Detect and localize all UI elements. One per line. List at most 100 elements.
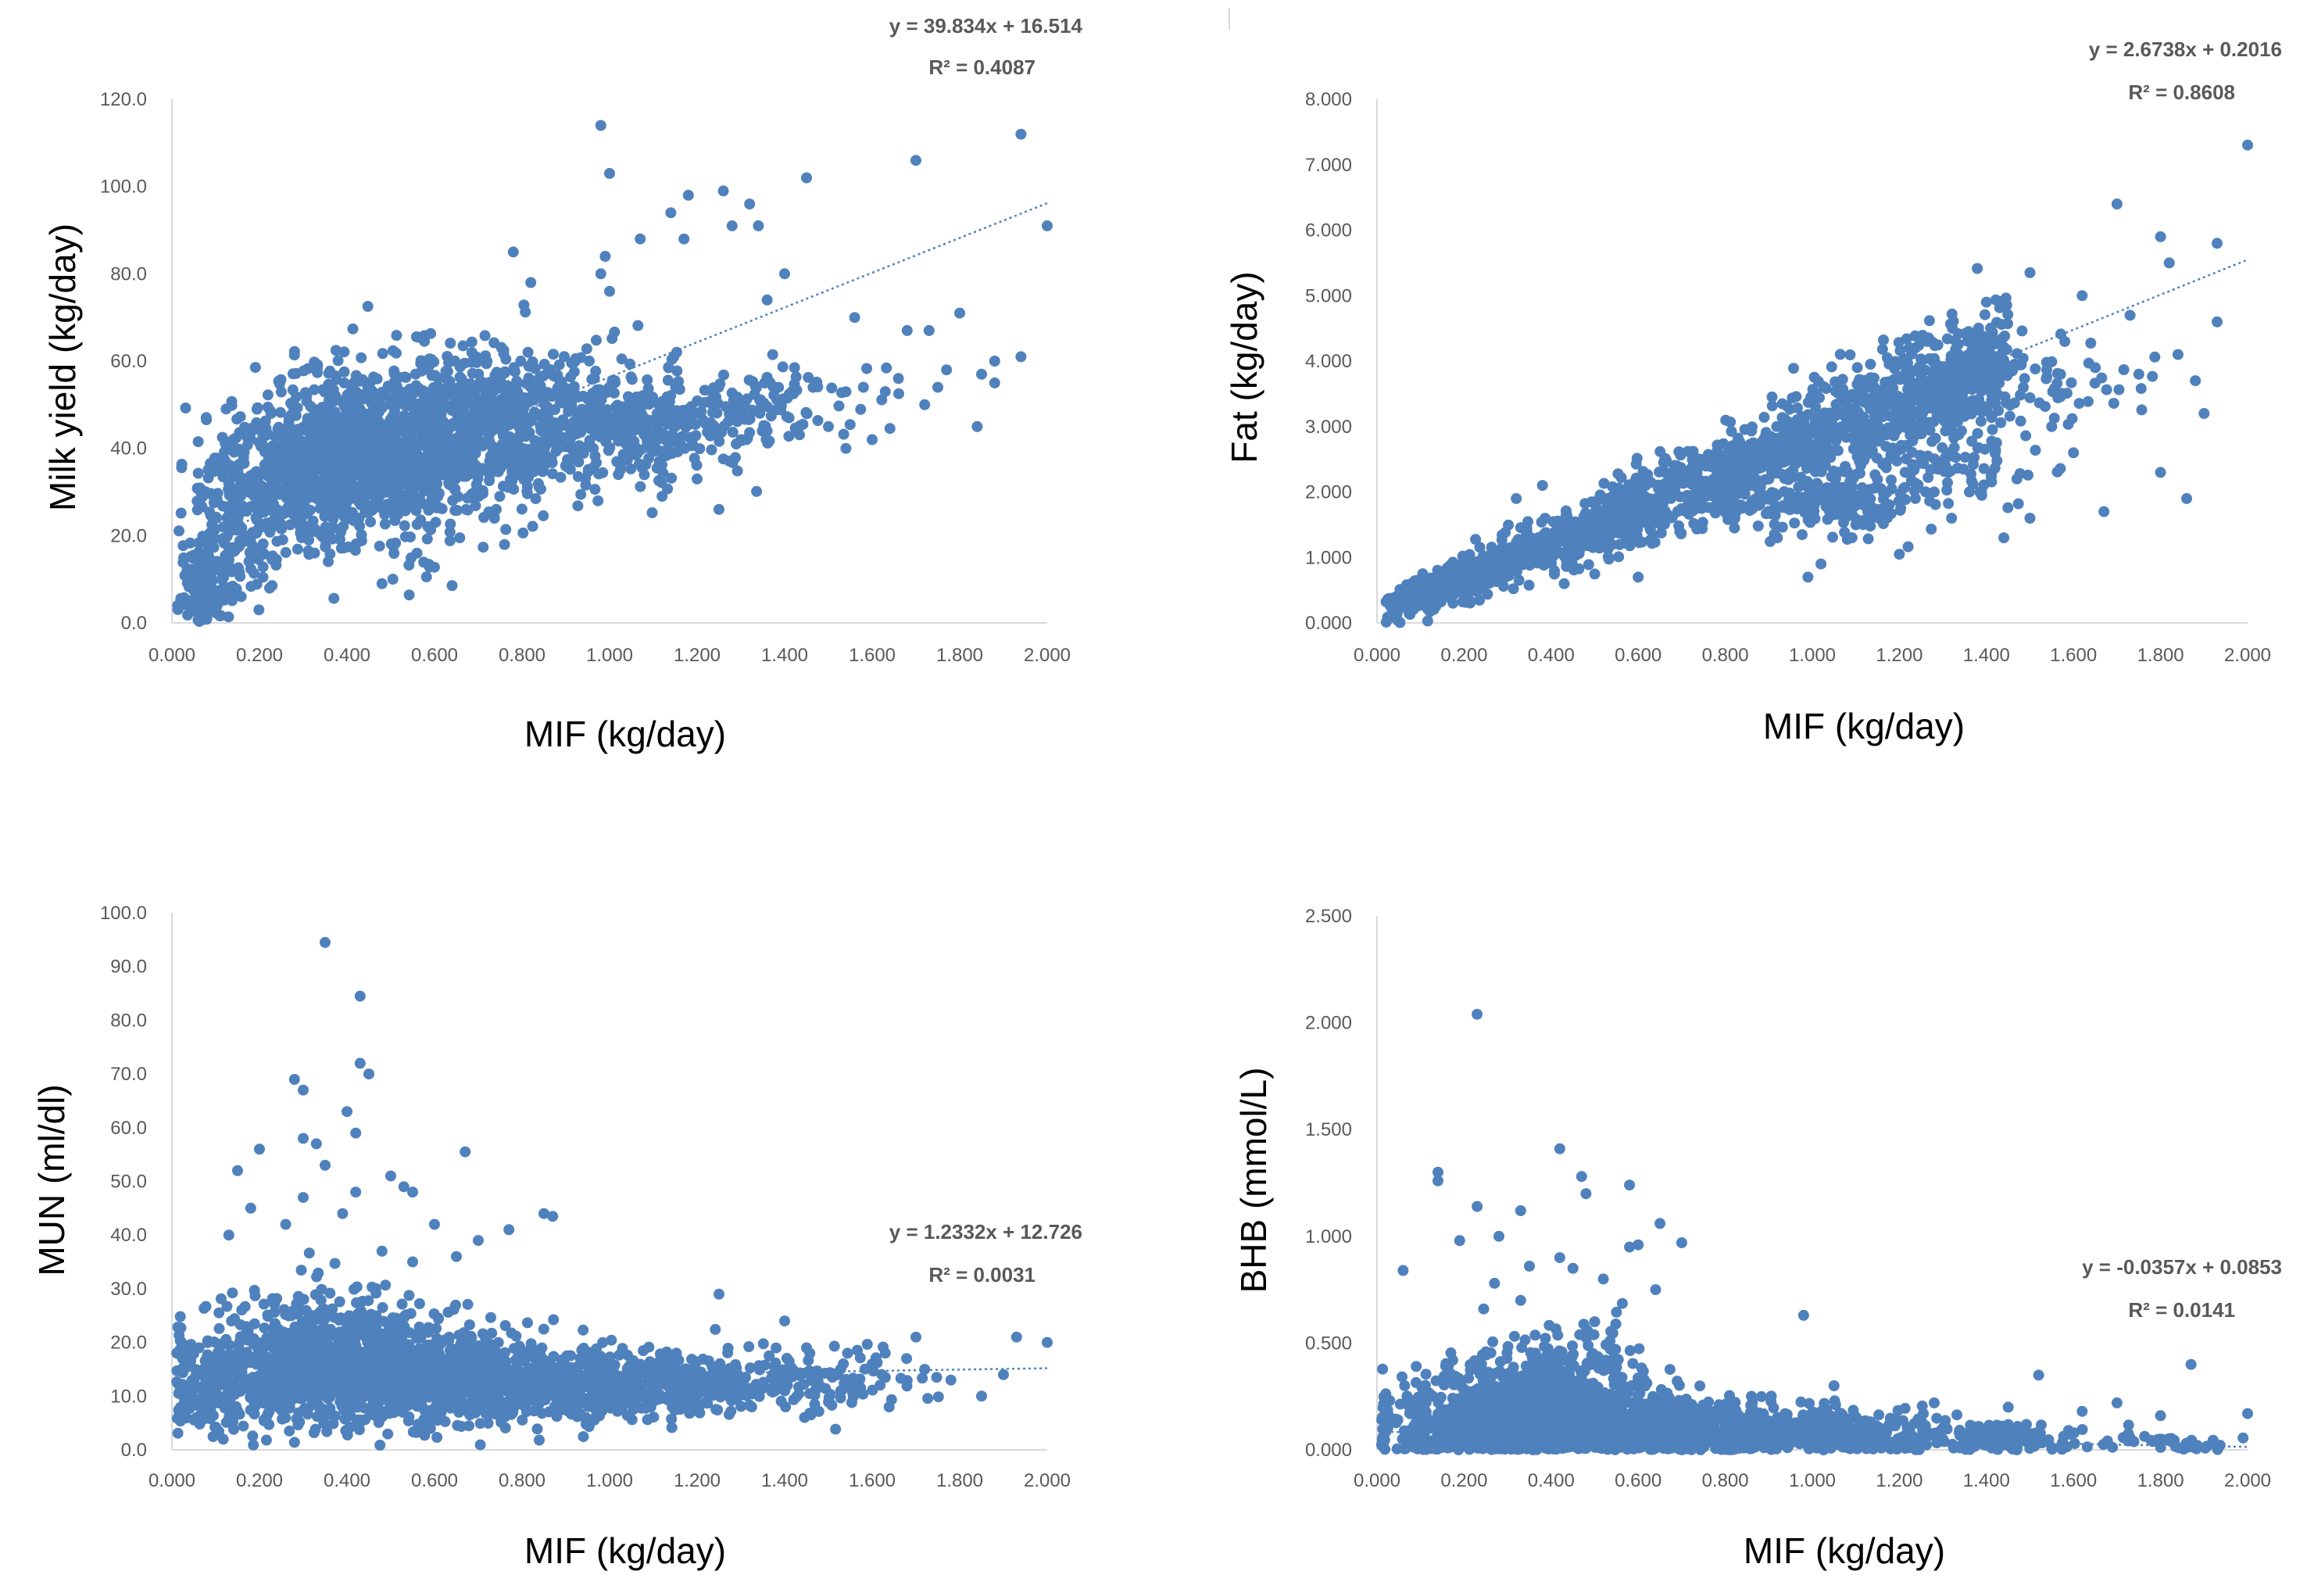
data-point: [1851, 362, 1863, 374]
data-point: [2059, 335, 2071, 347]
data-point: [319, 424, 331, 435]
data-point: [256, 521, 267, 531]
data-point: [676, 431, 688, 442]
x-tick-label: 1.800: [936, 645, 983, 666]
data-point: [2068, 447, 2080, 459]
r-squared-label: R² = 0.8608: [2128, 81, 2235, 104]
data-point: [2111, 199, 2123, 209]
data-point: [1645, 510, 1657, 522]
data-point: [1394, 593, 1406, 605]
data-point: [292, 497, 303, 509]
data-point: [433, 381, 444, 393]
data-point: [471, 356, 483, 368]
data-point: [1834, 349, 1846, 360]
x-tick-label: 1.600: [849, 645, 896, 666]
data-point: [539, 415, 551, 427]
data-point: [418, 556, 430, 568]
data-point: [371, 498, 383, 510]
data-point: [443, 356, 454, 368]
data-point: [411, 547, 423, 559]
data-point: [451, 505, 463, 516]
data-point: [1698, 501, 1710, 513]
data-point: [1644, 523, 1656, 535]
data-point: [1846, 532, 1858, 543]
data-point: [708, 420, 720, 431]
data-point: [1602, 551, 1614, 563]
data-point: [2089, 378, 2101, 389]
data-point: [1880, 429, 1892, 441]
data-point: [1676, 528, 1687, 539]
data-point: [884, 423, 896, 435]
data-point: [1391, 608, 1403, 620]
data-point: [1813, 446, 1825, 457]
data-point: [629, 409, 641, 420]
data-point: [1833, 388, 1844, 399]
data-point: [1951, 363, 1962, 375]
data-point: [508, 362, 520, 374]
data-point: [361, 378, 372, 389]
data-point: [551, 438, 563, 449]
y-tick-label: 0.0: [121, 613, 147, 634]
data-point: [1797, 529, 1808, 541]
data-point: [1819, 414, 1830, 426]
data-point: [314, 528, 326, 539]
x-tick-label: 1.000: [586, 1470, 633, 1491]
data-point: [391, 330, 402, 342]
data-point: [356, 529, 367, 541]
data-point: [520, 378, 532, 389]
data-point: [323, 405, 334, 417]
data-point: [1589, 568, 1601, 580]
data-point: [477, 542, 489, 553]
data-point: [1798, 416, 1810, 428]
data-point: [595, 268, 606, 280]
data-point: [299, 521, 310, 531]
data-point: [425, 524, 437, 535]
data-point: [387, 503, 398, 514]
data-point: [699, 385, 710, 396]
x-tick-label: 0.800: [499, 645, 545, 666]
data-point: [173, 525, 184, 537]
data-point: [753, 220, 764, 231]
y-tick-label: 50.0: [110, 1172, 147, 1193]
data-point: [1613, 551, 1625, 563]
data-point: [718, 369, 729, 381]
x-tick-label: 0.600: [411, 1470, 458, 1491]
data-point: [280, 467, 292, 479]
data-point: [1838, 481, 1850, 493]
data-point: [403, 589, 415, 601]
data-point: [412, 441, 424, 452]
data-point: [223, 484, 234, 495]
data-point: [400, 477, 412, 488]
data-point: [584, 355, 595, 367]
data-point: [1561, 531, 1573, 542]
data-point: [2001, 299, 2012, 311]
x-tick-label: 1.400: [1963, 645, 2010, 666]
data-point: [480, 436, 492, 448]
data-point: [347, 438, 359, 449]
data-point: [1886, 483, 1897, 495]
data-point: [466, 336, 477, 348]
y-tick-label: 20.0: [110, 1333, 147, 1354]
data-point: [458, 381, 470, 393]
data-point: [333, 412, 345, 424]
data-point: [320, 500, 331, 512]
data-point: [417, 396, 429, 408]
data-point: [399, 501, 411, 512]
data-point: [789, 362, 800, 374]
data-point: [1725, 485, 1737, 496]
x-tick-label: 0.000: [148, 645, 195, 666]
data-point: [1878, 335, 1889, 345]
data-point: [2136, 404, 2148, 416]
data-point: [243, 556, 255, 567]
data-point: [1769, 488, 1780, 499]
data-point: [2198, 408, 2210, 419]
data-point: [1930, 432, 1941, 444]
data-point: [1929, 486, 1940, 498]
data-point: [2011, 473, 2023, 485]
data-point: [879, 386, 891, 398]
data-point: [323, 367, 334, 379]
data-point: [731, 465, 743, 477]
x-tick-label: 1.800: [2137, 645, 2184, 666]
data-point: [347, 323, 359, 335]
data-point: [424, 453, 435, 464]
